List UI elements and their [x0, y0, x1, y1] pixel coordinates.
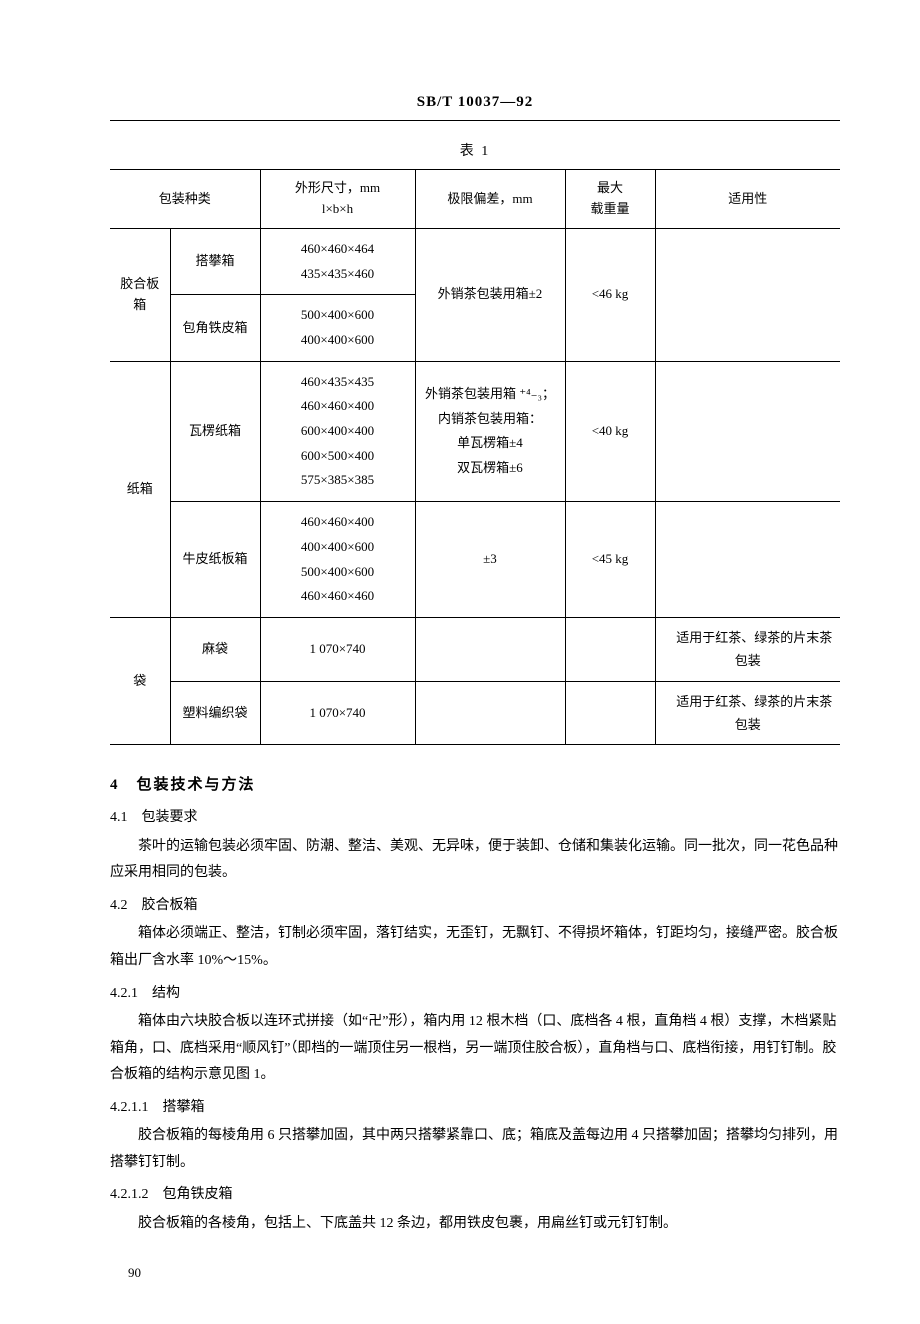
- cell-cat2: 麻袋: [170, 617, 260, 681]
- section-4-1-head: 4.1 包装要求: [110, 807, 840, 829]
- col-applicability: 适用性: [655, 170, 840, 229]
- cell-dims: 460×460×400 400×400×600 500×400×600 460×…: [260, 502, 415, 618]
- table-row: 牛皮纸板箱 460×460×400 400×400×600 500×400×60…: [110, 502, 840, 618]
- body-text: 箱体由六块胶合板以连环式拼接（如“卍”形），箱内用 12 根木档（口、底档各 4…: [110, 1009, 840, 1089]
- cell-cat2: 包角铁皮箱: [170, 295, 260, 361]
- cell-dims: 1 070×740: [260, 681, 415, 745]
- cell-app: 适用于红茶、绿茶的片末茶包装: [655, 681, 840, 745]
- section-4-2-1-2-head: 4.2.1.2 包角铁皮箱: [110, 1184, 840, 1206]
- cell-cat2: 塑料编织袋: [170, 681, 260, 745]
- cell-cat1: 胶合板箱: [110, 228, 170, 361]
- cell-load: [565, 681, 655, 745]
- table-row: 胶合板箱 搭攀箱 460×460×464 435×435×460 外销茶包装用箱…: [110, 228, 840, 294]
- cell-dims: 1 070×740: [260, 617, 415, 681]
- cell-app: [655, 502, 840, 618]
- cell-tol: 外销茶包装用箱 ⁺⁴₋₃； 内销茶包装用箱： 单瓦楞箱±4 双瓦楞箱±6: [415, 361, 565, 501]
- cell-tol: 外销茶包装用箱±2: [415, 228, 565, 361]
- cell-cat2: 瓦楞纸箱: [170, 361, 260, 501]
- standard-code-header: SB/T 10037—92: [110, 90, 840, 121]
- page-number: 90: [128, 1263, 840, 1284]
- cell-cat2: 搭攀箱: [170, 228, 260, 294]
- cell-tol: [415, 681, 565, 745]
- cell-cat1: 袋: [110, 617, 170, 745]
- cell-load: <45 kg: [565, 502, 655, 618]
- table-row: 袋 麻袋 1 070×740 适用于红茶、绿茶的片末茶包装: [110, 617, 840, 681]
- cell-load: <46 kg: [565, 228, 655, 361]
- section-4-2-1-head: 4.2.1 结构: [110, 983, 840, 1005]
- cell-load: <40 kg: [565, 361, 655, 501]
- table-row: 塑料编织袋 1 070×740 适用于红茶、绿茶的片末茶包装: [110, 681, 840, 745]
- section-4-2-1-1-head: 4.2.1.1 搭攀箱: [110, 1097, 840, 1119]
- table-header-row: 包装种类 外形尺寸，mm l×b×h 极限偏差，mm 最大 载重量 适用性: [110, 170, 840, 229]
- cell-dims: 460×460×464 435×435×460: [260, 228, 415, 294]
- cell-app: 适用于红茶、绿茶的片末茶包装: [655, 617, 840, 681]
- cell-tol: [415, 617, 565, 681]
- cell-tol: ±3: [415, 502, 565, 618]
- cell-dims: 500×400×600 400×400×600: [260, 295, 415, 361]
- col-pack-type: 包装种类: [110, 170, 260, 229]
- table-row: 纸箱 瓦楞纸箱 460×435×435 460×460×400 600×400×…: [110, 361, 840, 501]
- cell-cat2: 牛皮纸板箱: [170, 502, 260, 618]
- body-text: 胶合板箱的各棱角，包括上、下底盖共 12 条边，都用铁皮包裹，用扁丝钉或元钉钉制…: [110, 1211, 840, 1238]
- spec-table: 包装种类 外形尺寸，mm l×b×h 极限偏差，mm 最大 载重量 适用性 胶合…: [110, 169, 840, 745]
- body-text: 茶叶的运输包装必须牢固、防潮、整洁、美观、无异味，便于装卸、仓储和集装化运输。同…: [110, 834, 840, 887]
- col-max-load: 最大 载重量: [565, 170, 655, 229]
- cell-cat1: 纸箱: [110, 361, 170, 617]
- table-caption: 表 1: [110, 141, 840, 163]
- col-tolerance: 极限偏差，mm: [415, 170, 565, 229]
- body-text: 箱体必须端正、整洁，钉制必须牢固，落钉结实，无歪钉，无飘钉、不得损坏箱体，钉距均…: [110, 921, 840, 974]
- cell-load: [565, 617, 655, 681]
- cell-app: [655, 228, 840, 361]
- body-text: 胶合板箱的每棱角用 6 只搭攀加固，其中两只搭攀紧靠口、底；箱底及盖每边用 4 …: [110, 1123, 840, 1176]
- cell-dims: 460×435×435 460×460×400 600×400×400 600×…: [260, 361, 415, 501]
- cell-app: [655, 361, 840, 501]
- section-4-2-head: 4.2 胶合板箱: [110, 895, 840, 917]
- section-4-title: 4 包装技术与方法: [110, 773, 840, 797]
- col-dims: 外形尺寸，mm l×b×h: [260, 170, 415, 229]
